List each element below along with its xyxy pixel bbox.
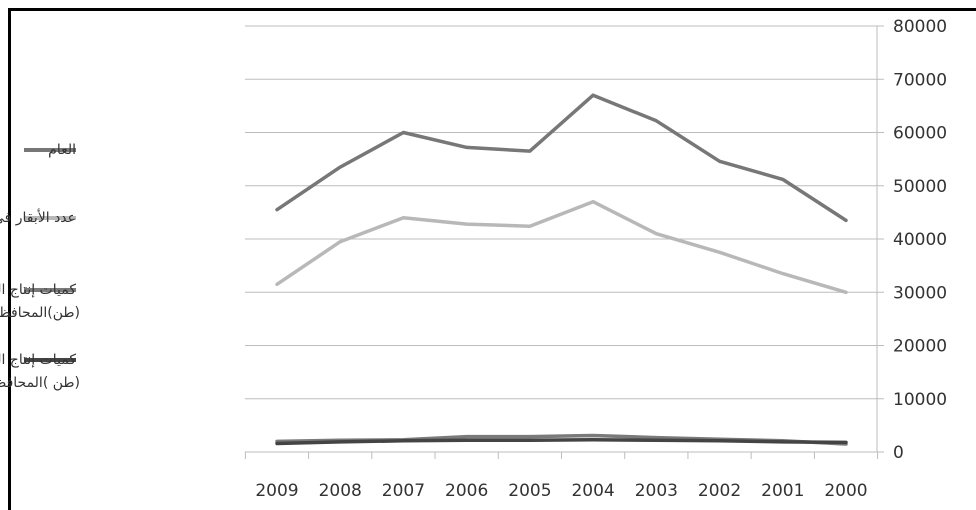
x-tick-label: 2009 <box>255 481 298 501</box>
y-tick-label: 80000 <box>893 17 947 37</box>
legend-label: كميات إنتاج الحليب الأبقار في <box>0 280 76 298</box>
legend-label: كميات إنتاج اللحوم الأبقار في <box>0 350 76 368</box>
legend-label: (طن )المحافظة <box>0 375 80 391</box>
x-tick-label: 2005 <box>508 481 551 501</box>
x-tick-label: 2002 <box>698 481 741 501</box>
x-tick-label: 2001 <box>761 481 804 501</box>
x-tick-label: 2007 <box>382 481 425 501</box>
y-tick-label: 0 <box>893 443 904 463</box>
x-tick-label: 2008 <box>319 481 362 501</box>
y-tick-label: 50000 <box>893 177 947 197</box>
legend-label: العام <box>48 142 76 158</box>
legend-label: (طن)المحافظة <box>0 305 80 321</box>
series-line-2 <box>275 199 848 295</box>
x-tick-label: 2004 <box>571 481 614 501</box>
y-tick-label: 20000 <box>893 337 947 357</box>
legend-label: عدد الأبقار في <box>0 208 76 226</box>
series-line-4 <box>275 438 848 446</box>
x-tick-label: 2003 <box>635 481 678 501</box>
x-tick-label: 2006 <box>445 481 488 501</box>
series-line-1 <box>275 93 848 223</box>
y-tick-label: 70000 <box>893 70 947 90</box>
y-tick-label: 30000 <box>893 283 947 303</box>
y-tick-label: 10000 <box>893 390 947 410</box>
y-tick-label: 60000 <box>893 124 947 144</box>
chart-frame <box>8 8 976 510</box>
x-tick-label: 2000 <box>824 481 867 501</box>
y-tick-label: 40000 <box>893 230 947 250</box>
